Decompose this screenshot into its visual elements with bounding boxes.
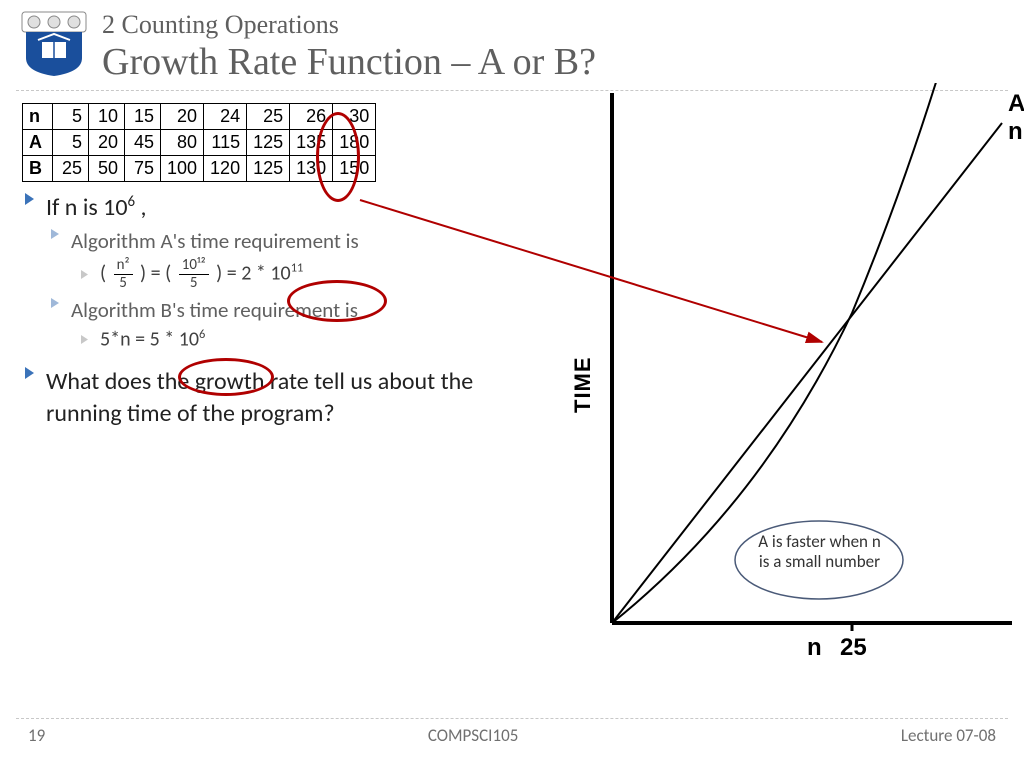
slide-header: 2 Counting Operations Growth Rate Functi… (0, 0, 1024, 84)
lecture-number: Lecture 07-08 (901, 725, 996, 746)
bullet-level3: 5*n = 5 * 106 (80, 327, 542, 352)
formula-text: 5*n = 5 * 106 (100, 327, 205, 352)
course-code: COMPSCI105 (428, 725, 519, 746)
bullet-level1: If n is 106 , (24, 192, 542, 222)
bullet-arrow-icon (50, 297, 61, 309)
callout-text: A is faster when n is a small number (752, 532, 887, 573)
svg-text:25: 25 (840, 634, 867, 661)
bullet-text: Algorithm B's time requirement is (71, 297, 358, 323)
formula-text: ( n²5 ) = ( 10¹²5 ) = 2 * 1011 (100, 258, 303, 291)
svg-text:n: n (807, 634, 822, 661)
bullet-arrow-icon (24, 192, 36, 206)
page-number: 19 (28, 725, 45, 746)
bullet-text: What does the growth rate tell us about … (46, 366, 542, 431)
footer-divider (16, 718, 1008, 719)
bullet-arrow-icon (50, 228, 61, 240)
university-logo-icon (14, 8, 94, 78)
bullet-arrow-icon (80, 269, 90, 280)
bullet-arrow-icon (80, 334, 90, 345)
svg-text:n: n (1008, 118, 1023, 145)
slide-title: Growth Rate Function – A or B? (102, 40, 596, 84)
bullet-text: Algorithm A's time requirement is (71, 228, 359, 254)
section-title: 2 Counting Operations (102, 10, 596, 40)
bullet-arrow-icon (24, 366, 36, 380)
table-row: B255075100120125130150 (23, 156, 376, 182)
bullet-level3: ( n²5 ) = ( 10¹²5 ) = 2 * 1011 (80, 258, 542, 291)
growth-table: n510152024252630 A5204580115125135180 B2… (22, 103, 376, 182)
svg-text:TIME: TIME (570, 356, 595, 413)
callout-bubble: A is faster when n is a small number (732, 518, 907, 603)
bullet-level1: What does the growth rate tell us about … (24, 366, 542, 431)
bullet-text: If n is 106 , (46, 192, 146, 222)
bullet-level2: Algorithm B's time requirement is (50, 297, 542, 323)
svg-text:A: A (1008, 90, 1024, 117)
table-row: n510152024252630 (23, 104, 376, 130)
bullet-level2: Algorithm A's time requirement is (50, 228, 542, 254)
slide-footer: 19 COMPSCI105 Lecture 07-08 (0, 718, 1024, 746)
table-row: A5204580115125135180 (23, 130, 376, 156)
